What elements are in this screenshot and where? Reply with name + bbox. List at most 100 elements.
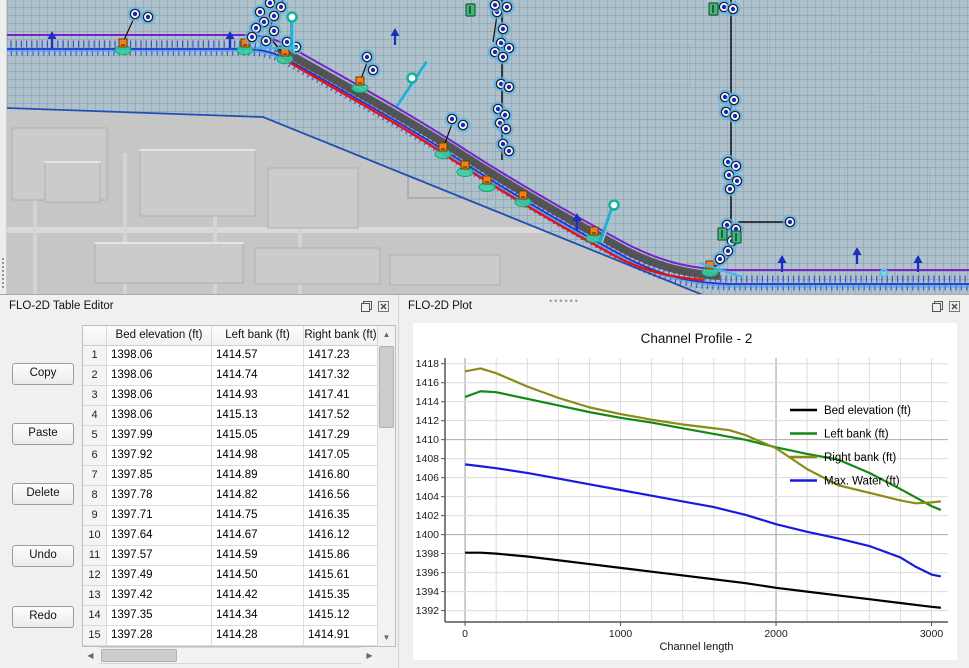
- table-cell[interactable]: 1397.99: [107, 426, 212, 446]
- table-cell[interactable]: 1414.42: [212, 586, 304, 606]
- table-horizontal-scrollbar[interactable]: ◀ ▶: [82, 647, 378, 664]
- table-cell[interactable]: 1416.56: [304, 486, 377, 506]
- table-cell[interactable]: 1417.32: [304, 366, 377, 386]
- table-cell[interactable]: 1417.52: [304, 406, 377, 426]
- table-row[interactable]: 7 1397.85 1414.89 1416.80: [83, 466, 377, 486]
- cross-section-table[interactable]: Bed elevation (ft) Left bank (ft) Right …: [82, 325, 396, 647]
- table-cell[interactable]: 1414.91: [304, 626, 377, 646]
- table-cell[interactable]: 1398.06: [107, 406, 212, 426]
- table-cell[interactable]: 1417.41: [304, 386, 377, 406]
- table-body[interactable]: 1 1398.06 1414.57 1417.23 2 1398.06 1414.74 141…: [83, 346, 377, 646]
- table-cell[interactable]: 1415.35: [304, 586, 377, 606]
- table-cell[interactable]: 1415.13: [212, 406, 304, 426]
- float-icon[interactable]: [359, 299, 373, 313]
- row-number[interactable]: 12: [83, 566, 107, 586]
- table-cell[interactable]: 1414.98: [212, 446, 304, 466]
- table-cell[interactable]: 1414.75: [212, 506, 304, 526]
- table-row[interactable]: 15 1397.28 1414.28 1414.91: [83, 626, 377, 646]
- row-number[interactable]: 1: [83, 346, 107, 366]
- row-number[interactable]: 8: [83, 486, 107, 506]
- table-cell[interactable]: 1397.42: [107, 586, 212, 606]
- float-icon[interactable]: [930, 299, 944, 313]
- table-cell[interactable]: 1415.12: [304, 606, 377, 626]
- table-row[interactable]: 3 1398.06 1414.93 1417.41: [83, 386, 377, 406]
- col-header-bed-elevation[interactable]: Bed elevation (ft): [107, 326, 212, 346]
- table-cell[interactable]: 1397.78: [107, 486, 212, 506]
- col-header-left-bank[interactable]: Left bank (ft): [212, 326, 304, 346]
- table-row[interactable]: 1 1398.06 1414.57 1417.23: [83, 346, 377, 366]
- table-header-row[interactable]: Bed elevation (ft) Left bank (ft) Right …: [83, 326, 377, 346]
- vertical-scroll-thumb[interactable]: [379, 346, 394, 428]
- row-number[interactable]: 7: [83, 466, 107, 486]
- row-number[interactable]: 2: [83, 366, 107, 386]
- panel-drag-handle[interactable]: [2, 258, 6, 288]
- table-row[interactable]: 9 1397.71 1414.75 1416.35: [83, 506, 377, 526]
- table-cell[interactable]: 1397.57: [107, 546, 212, 566]
- undo-button[interactable]: Undo: [12, 545, 74, 567]
- scroll-left-icon[interactable]: ◀: [82, 647, 99, 664]
- table-cell[interactable]: 1414.67: [212, 526, 304, 546]
- row-number[interactable]: 10: [83, 526, 107, 546]
- close-icon[interactable]: [376, 299, 390, 313]
- table-row[interactable]: 5 1397.99 1415.05 1417.29: [83, 426, 377, 446]
- channel-profile-plot[interactable]: 0 1000 2000 3000 1392 1394 1396 1398 1400 1402 140…: [413, 323, 957, 660]
- table-cell[interactable]: 1397.49: [107, 566, 212, 586]
- table-editor-titlebar[interactable]: FLO-2D Table Editor: [0, 295, 398, 321]
- table-cell[interactable]: 1414.50: [212, 566, 304, 586]
- plot-titlebar[interactable]: FLO-2D Plot ••••••: [399, 295, 969, 321]
- table-cell[interactable]: 1398.06: [107, 366, 212, 386]
- table-row[interactable]: 6 1397.92 1414.98 1417.05: [83, 446, 377, 466]
- table-cell[interactable]: 1415.05: [212, 426, 304, 446]
- table-cell[interactable]: 1397.35: [107, 606, 212, 626]
- table-cell[interactable]: 1414.59: [212, 546, 304, 566]
- table-cell[interactable]: 1414.57: [212, 346, 304, 366]
- col-header-right-bank[interactable]: Right bank (ft): [304, 326, 377, 346]
- redo-button[interactable]: Redo: [12, 606, 74, 628]
- table-cell[interactable]: 1417.05: [304, 446, 377, 466]
- table-row[interactable]: 4 1398.06 1415.13 1417.52: [83, 406, 377, 426]
- table-cell[interactable]: 1414.82: [212, 486, 304, 506]
- table-cell[interactable]: 1416.80: [304, 466, 377, 486]
- row-number[interactable]: 6: [83, 446, 107, 466]
- table-cell[interactable]: 1416.12: [304, 526, 377, 546]
- table-cell[interactable]: 1415.86: [304, 546, 377, 566]
- table-cell[interactable]: 1415.61: [304, 566, 377, 586]
- delete-button[interactable]: Delete: [12, 483, 74, 505]
- table-cell[interactable]: 1397.92: [107, 446, 212, 466]
- table-row[interactable]: 11 1397.57 1414.59 1415.86: [83, 546, 377, 566]
- scroll-right-icon[interactable]: ▶: [361, 647, 378, 664]
- table-row[interactable]: 10 1397.64 1414.67 1416.12: [83, 526, 377, 546]
- table-cell[interactable]: 1414.93: [212, 386, 304, 406]
- row-number[interactable]: 5: [83, 426, 107, 446]
- row-number[interactable]: 15: [83, 626, 107, 646]
- row-number[interactable]: 4: [83, 406, 107, 426]
- table-cell[interactable]: 1416.35: [304, 506, 377, 526]
- table-cell[interactable]: 1397.71: [107, 506, 212, 526]
- scroll-down-icon[interactable]: ▼: [378, 629, 395, 646]
- horizontal-scroll-thumb[interactable]: [101, 649, 177, 662]
- table-cell[interactable]: 1414.28: [212, 626, 304, 646]
- table-row[interactable]: 13 1397.42 1414.42 1415.35: [83, 586, 377, 606]
- table-cell[interactable]: 1398.06: [107, 346, 212, 366]
- row-number[interactable]: 3: [83, 386, 107, 406]
- copy-button[interactable]: Copy: [12, 363, 74, 385]
- paste-button[interactable]: Paste: [12, 423, 74, 445]
- row-number[interactable]: 14: [83, 606, 107, 626]
- table-row[interactable]: 14 1397.35 1414.34 1415.12: [83, 606, 377, 626]
- scroll-up-icon[interactable]: ▲: [378, 326, 395, 343]
- table-cell[interactable]: 1414.74: [212, 366, 304, 386]
- row-number[interactable]: 13: [83, 586, 107, 606]
- row-number[interactable]: 9: [83, 506, 107, 526]
- table-cell[interactable]: 1397.64: [107, 526, 212, 546]
- row-number[interactable]: 11: [83, 546, 107, 566]
- table-cell[interactable]: 1417.23: [304, 346, 377, 366]
- table-row[interactable]: 8 1397.78 1414.82 1416.56: [83, 486, 377, 506]
- table-vertical-scrollbar[interactable]: ▲ ▼: [377, 326, 395, 646]
- table-cell[interactable]: 1398.06: [107, 386, 212, 406]
- table-cell[interactable]: 1414.89: [212, 466, 304, 486]
- table-cell[interactable]: 1417.29: [304, 426, 377, 446]
- table-row[interactable]: 2 1398.06 1414.74 1417.32: [83, 366, 377, 386]
- table-cell[interactable]: 1397.85: [107, 466, 212, 486]
- table-row[interactable]: 12 1397.49 1414.50 1415.61: [83, 566, 377, 586]
- map-canvas[interactable]: [0, 0, 969, 295]
